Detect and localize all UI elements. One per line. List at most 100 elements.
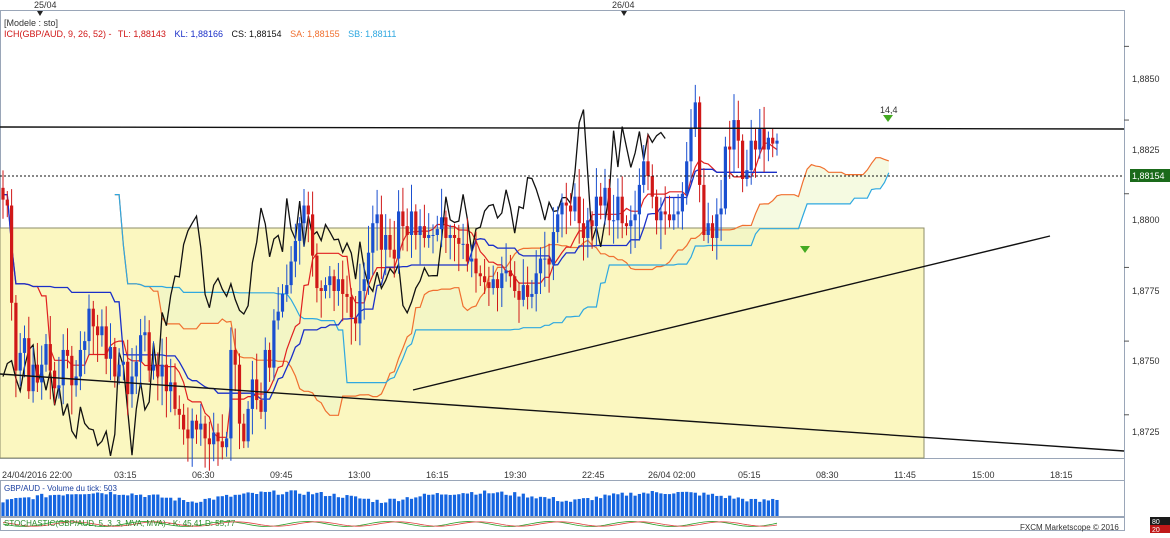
volume-bar [328, 495, 332, 516]
candle [311, 191, 315, 277]
candle-body [500, 273, 504, 289]
candle-body [229, 349, 233, 439]
volume-bars [1, 490, 779, 516]
volume-bar [332, 493, 336, 516]
candle [710, 215, 715, 252]
volume-bar [487, 493, 491, 516]
candle-body [517, 291, 521, 300]
candle [573, 183, 577, 222]
candles [1, 84, 779, 471]
candle [212, 412, 216, 462]
candle [409, 184, 414, 258]
candle [637, 168, 641, 241]
volume-bar [263, 491, 267, 516]
candle [263, 337, 267, 430]
candle [306, 191, 310, 243]
volume-bar [672, 493, 676, 516]
volume-bar [534, 498, 538, 516]
candle-body [719, 208, 723, 215]
senkou-b-line [114, 172, 890, 384]
volume-bar [612, 493, 616, 516]
volume-bar [607, 495, 611, 516]
volume-bar [728, 495, 732, 516]
candle-body [685, 161, 689, 194]
volume-bar [629, 492, 633, 516]
volume-bar [573, 499, 577, 516]
volume-bar [409, 498, 414, 516]
candle-body [521, 285, 525, 300]
indicator-legend: ICH(GBP/AUD, 9, 26, 52) - TL: 1,88143 KL… [4, 29, 396, 39]
candle [225, 431, 229, 457]
candle [728, 120, 732, 179]
volume-bar [306, 491, 310, 516]
volume-bar [521, 493, 525, 516]
candle-body [156, 364, 160, 377]
candle [569, 193, 573, 226]
candle-body [276, 311, 280, 321]
candle [177, 395, 181, 430]
candle-body [48, 344, 52, 371]
candle [427, 213, 431, 248]
candle-body [728, 146, 732, 150]
candle-body [358, 291, 362, 324]
candle-body [332, 276, 336, 291]
price-axis-background [1125, 10, 1170, 530]
candle [298, 217, 302, 265]
trading-range-box[interactable] [0, 227, 925, 459]
candle-body [74, 376, 78, 386]
volume-bar [414, 497, 418, 516]
stoch-d-line [2, 521, 778, 527]
time-axis: 24/04/2016 22:00 03:15 06:30 09:45 13:00… [2, 470, 1073, 480]
ascending-trendline[interactable] [412, 235, 1051, 391]
candle-body [40, 364, 44, 383]
candle-body [642, 161, 646, 185]
candle-body [392, 249, 396, 259]
candle-body [306, 205, 310, 215]
candle-body [431, 235, 435, 236]
candle-body [551, 232, 555, 265]
candle [538, 247, 543, 295]
volume-bar [319, 492, 323, 516]
volume-bar [758, 501, 762, 516]
candle [581, 198, 586, 261]
candle-body [272, 320, 276, 368]
descending-trendline[interactable] [0, 373, 1125, 452]
candle-body [736, 120, 740, 141]
candle-body [633, 214, 637, 221]
candle [745, 149, 749, 187]
volume-bar [422, 493, 426, 516]
volume-bar [182, 500, 186, 516]
candle [676, 194, 680, 228]
x-tick-5: 13:00 [348, 470, 371, 480]
candle [397, 190, 401, 274]
y-tick-2: 1,8825 [1132, 145, 1160, 155]
candle-body [422, 226, 426, 238]
volume-bar [620, 492, 624, 516]
candle-body [349, 296, 353, 318]
candle [40, 345, 44, 400]
candle [586, 207, 590, 258]
volume-bar [693, 492, 697, 516]
legend-senkou-a: SA: 1,88155 [290, 29, 340, 39]
volume-bar [538, 496, 543, 516]
candle [736, 100, 740, 169]
candle [259, 382, 263, 419]
candle-body [280, 293, 285, 312]
volume-bar [392, 498, 396, 516]
candle [465, 218, 469, 272]
resistance-line[interactable] [0, 126, 1125, 130]
candle-body [315, 255, 319, 289]
volume-bar [366, 498, 371, 516]
volume-bar [280, 494, 285, 516]
candle [108, 323, 113, 381]
candle [10, 189, 14, 321]
candle [91, 300, 95, 355]
stochastic-lines [2, 521, 778, 527]
candle-body [526, 285, 530, 297]
volume-bar [547, 498, 551, 516]
candle-body [414, 211, 418, 235]
candle-body [117, 364, 121, 377]
volume-bar [766, 500, 770, 516]
candle-body [581, 223, 586, 238]
